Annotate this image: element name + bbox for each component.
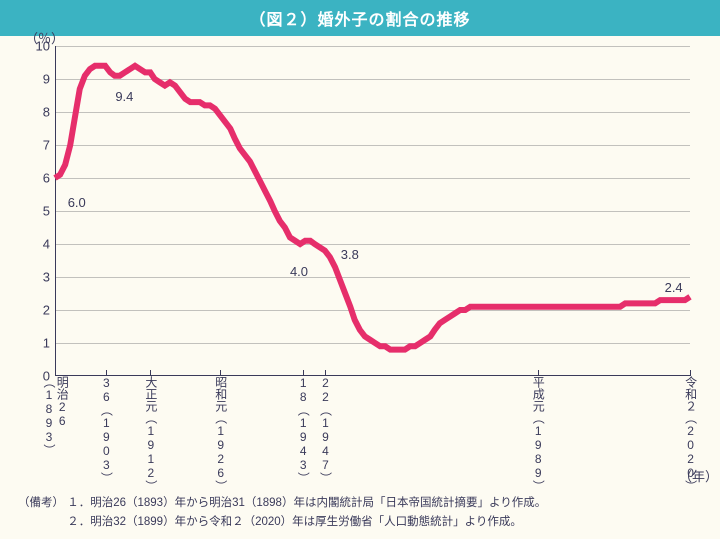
notes-line2: ２．明治32（1899）年から令和２（2020）年は厚生労働省「人口動態統計」よ… xyxy=(67,516,522,528)
line-plot xyxy=(55,46,690,376)
data-label: 2.4 xyxy=(665,280,683,295)
notes-prefix: （備考） xyxy=(18,497,64,509)
y-tick-label: 2 xyxy=(30,303,50,318)
y-tick-label: 5 xyxy=(30,204,50,219)
data-label: 3.8 xyxy=(341,247,359,262)
y-tick-label: 8 xyxy=(30,105,50,120)
data-label: 4.0 xyxy=(290,264,308,279)
data-series-line xyxy=(55,66,690,350)
notes-line1: １．明治26（1893）年から明治31（1898）年は内閣統計局「日本帝国統計摘… xyxy=(67,497,546,509)
y-tick-label: 10 xyxy=(30,39,50,54)
x-tick-label: 大正元（1912） xyxy=(144,376,157,486)
x-tick-label: 昭和元（1926） xyxy=(214,376,227,486)
data-label: 9.4 xyxy=(115,89,133,104)
y-tick-label: 6 xyxy=(30,171,50,186)
x-tick-label: 36（1903） xyxy=(99,376,112,484)
x-tick-label: 明治26（1893） xyxy=(42,376,68,486)
y-tick-label: 4 xyxy=(30,237,50,252)
y-tick-label: 9 xyxy=(30,72,50,87)
x-axis-unit: （年） xyxy=(679,466,718,485)
chart-title: （図２）婚外子の割合の推移 xyxy=(0,0,720,36)
chart-area: （％） 012345678910 明治26（1893）36（1903）大正元（1… xyxy=(55,46,690,376)
x-tick-label: 22（1947） xyxy=(318,376,331,484)
x-tick-mark xyxy=(690,370,691,376)
y-tick-label: 3 xyxy=(30,270,50,285)
figure-container: （図２）婚外子の割合の推移 （％） 012345678910 明治26（1893… xyxy=(0,0,720,539)
y-tick-label: 1 xyxy=(30,336,50,351)
chart-notes: （備考） １．明治26（1893）年から明治31（1898）年は内閣統計局「日本… xyxy=(18,494,702,531)
x-tick-label: 18（1943） xyxy=(296,376,309,484)
data-label: 6.0 xyxy=(68,195,86,210)
x-axis-ticks: 明治26（1893）36（1903）大正元（1912）昭和元（1926）18（1… xyxy=(55,376,690,486)
y-tick-label: 7 xyxy=(30,138,50,153)
x-tick-label: 平成元（1989） xyxy=(531,376,544,486)
